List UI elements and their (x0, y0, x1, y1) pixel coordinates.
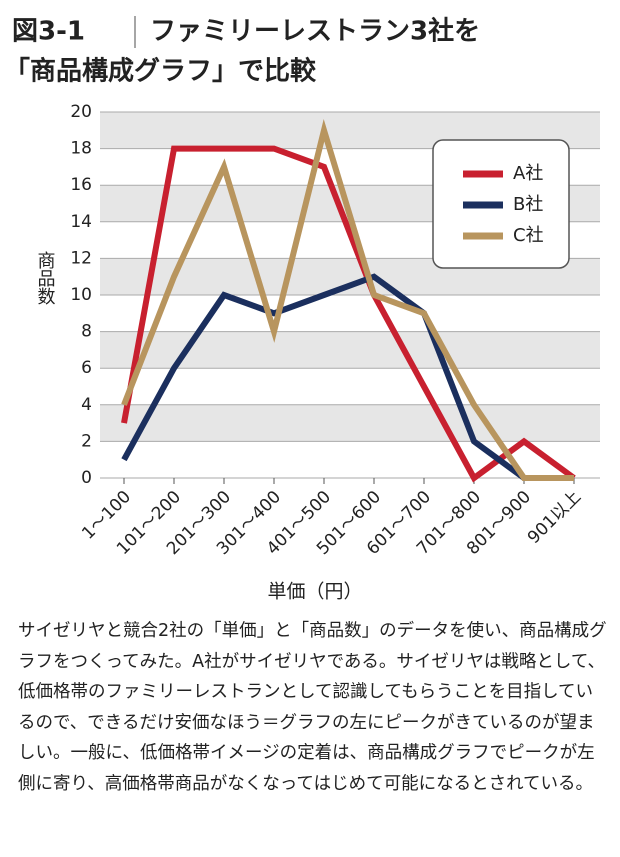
y-tick-label: 10 (70, 285, 92, 305)
figure-number: 図3-1 (12, 17, 85, 47)
y-tick-label: 16 (70, 175, 92, 195)
chart: 図3-1 ファミリーレストラン3社を 「商品構成グラフ」で比較 商品数 単価（円… (4, 16, 600, 603)
y-tick-label: 6 (81, 358, 92, 378)
legend-label: A社 (513, 163, 543, 184)
y-tick-label: 4 (81, 395, 92, 415)
y-tick-label: 18 (70, 139, 92, 159)
y-tick-label: 8 (81, 322, 92, 342)
series-line (121, 119, 574, 481)
grid-band (100, 404, 600, 442)
chart-title: 「商品構成グラフ」で比較 (4, 56, 317, 87)
y-tick-label: 0 (81, 468, 92, 488)
x-tick-label: 901以上 (524, 487, 585, 548)
legend-label: C社 (513, 225, 544, 246)
legend-label: B社 (513, 194, 543, 215)
series-line (121, 273, 574, 481)
y-tick-label: 14 (70, 212, 92, 232)
caption: サイゼリヤと競合2社の「単価」と「商品数」のデータを使い、商品構成グラフをつくっ… (18, 621, 607, 794)
y-tick-label: 12 (70, 248, 92, 268)
chart-title: ファミリーレストラン3社を (150, 16, 480, 47)
y-tick-label: 2 (81, 431, 92, 451)
y-tick-label: 20 (70, 102, 92, 122)
y-axis-label: 商品数 (35, 251, 56, 305)
x-axis-label: 単価（円） (267, 581, 362, 603)
